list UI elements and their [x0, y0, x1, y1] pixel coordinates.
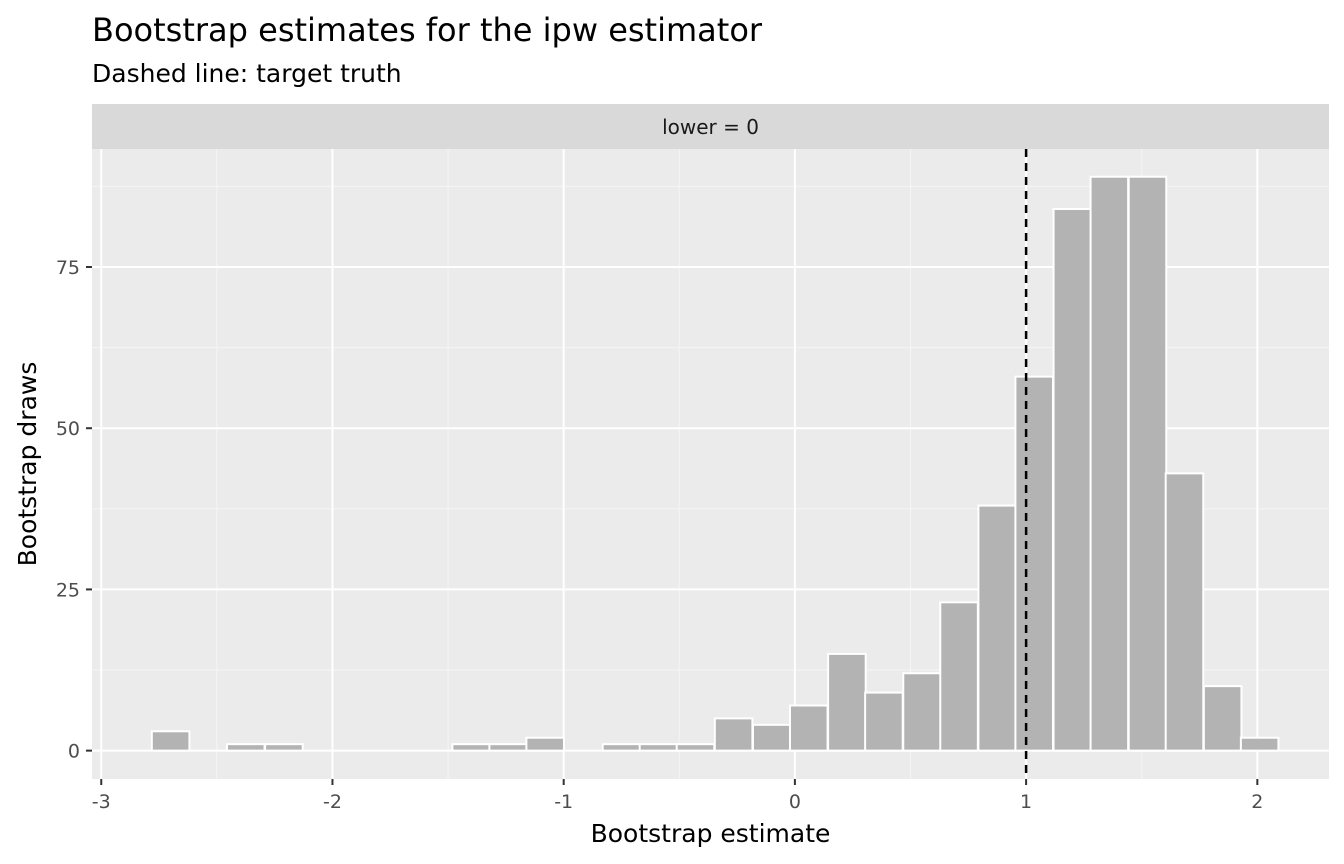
facet-strip-label: lower = 0: [662, 115, 759, 139]
histogram-bar: [1202, 685, 1243, 752]
chart-subtitle: Dashed line: target truth: [92, 59, 402, 88]
histogram-bar: [1089, 175, 1130, 752]
x-tick-label: 0: [789, 791, 801, 813]
histogram-bars: [150, 175, 1280, 752]
x-tick-label: -3: [92, 791, 111, 813]
histogram-bar: [1014, 375, 1054, 752]
y-tick-label: 75: [56, 257, 80, 279]
histogram-bar: [713, 717, 754, 752]
histogram-bar: [751, 723, 792, 752]
chart-title: Bootstrap estimates for the ipw estimato…: [92, 11, 763, 49]
y-axis: 0 25 50 75: [56, 257, 92, 763]
histogram-bar: [1052, 207, 1093, 752]
histogram-bar: [601, 743, 642, 752]
x-tick-label: 2: [1251, 791, 1263, 813]
y-tick-label: 0: [68, 741, 80, 763]
histogram-bar: [638, 743, 679, 752]
histogram-bar: [977, 504, 1017, 752]
histogram-bar: [451, 743, 491, 752]
histogram-bar: [1239, 736, 1280, 752]
x-axis-title: Bootstrap estimate: [591, 819, 831, 848]
histogram-bar: [150, 730, 191, 752]
histogram-bar: [864, 691, 904, 752]
x-tick-label: -1: [554, 791, 573, 813]
x-tick-label: 1: [1020, 791, 1032, 813]
histogram-bar: [827, 652, 867, 752]
y-tick-label: 25: [56, 579, 80, 601]
x-tick-label: -2: [323, 791, 342, 813]
histogram-bar: [788, 704, 829, 752]
histogram-bar: [264, 743, 304, 752]
histogram-bar: [1164, 472, 1205, 752]
histogram-bar: [525, 736, 565, 752]
histogram-bar: [675, 743, 716, 752]
x-axis: -3 -2 -1 0 1 2: [92, 779, 1263, 813]
histogram-bar: [902, 672, 942, 752]
y-tick-label: 50: [56, 418, 80, 440]
histogram-bar: [225, 743, 266, 752]
facet-strip: [92, 104, 1329, 149]
histogram-bar: [1127, 175, 1168, 752]
histogram-bar: [939, 601, 979, 752]
y-axis-title: Bootstrap draws: [13, 362, 42, 567]
histogram-bar: [488, 743, 528, 752]
